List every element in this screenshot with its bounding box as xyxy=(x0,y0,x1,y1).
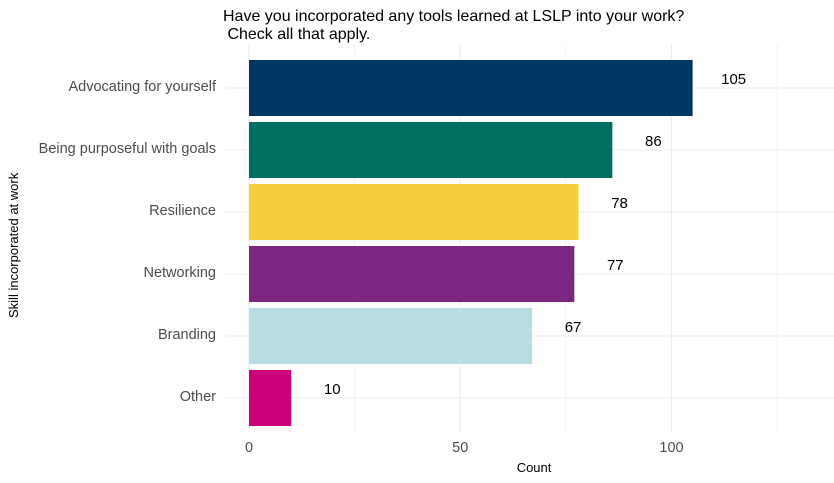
chart-title: Have you incorporated any tools learned … xyxy=(223,8,685,43)
category-label: Resilience xyxy=(149,203,216,219)
value-label: 105 xyxy=(721,71,747,88)
x-axis-label: Count xyxy=(516,460,552,475)
value-label: 86 xyxy=(645,133,662,150)
bar xyxy=(249,308,533,364)
value-label: 10 xyxy=(323,381,341,398)
category-label: Other xyxy=(179,389,216,405)
value-label: 78 xyxy=(611,195,628,212)
x-tick-label: 50 xyxy=(452,440,469,456)
bar xyxy=(249,122,613,178)
x-tick-label: 0 xyxy=(244,440,254,456)
y-axis-label: Skill incorporated at work xyxy=(6,172,21,318)
bar xyxy=(249,370,292,426)
category-label: Advocating for yourself xyxy=(68,79,217,95)
value-label: 77 xyxy=(606,257,624,274)
bar xyxy=(249,246,575,302)
bar xyxy=(249,184,579,240)
x-tick-label: 100 xyxy=(659,440,684,456)
category-label: Being purposeful with goals xyxy=(38,141,216,157)
value-label: 67 xyxy=(564,319,582,336)
bar xyxy=(249,60,693,116)
category-label: Branding xyxy=(157,327,216,343)
category-label: Networking xyxy=(143,265,216,281)
